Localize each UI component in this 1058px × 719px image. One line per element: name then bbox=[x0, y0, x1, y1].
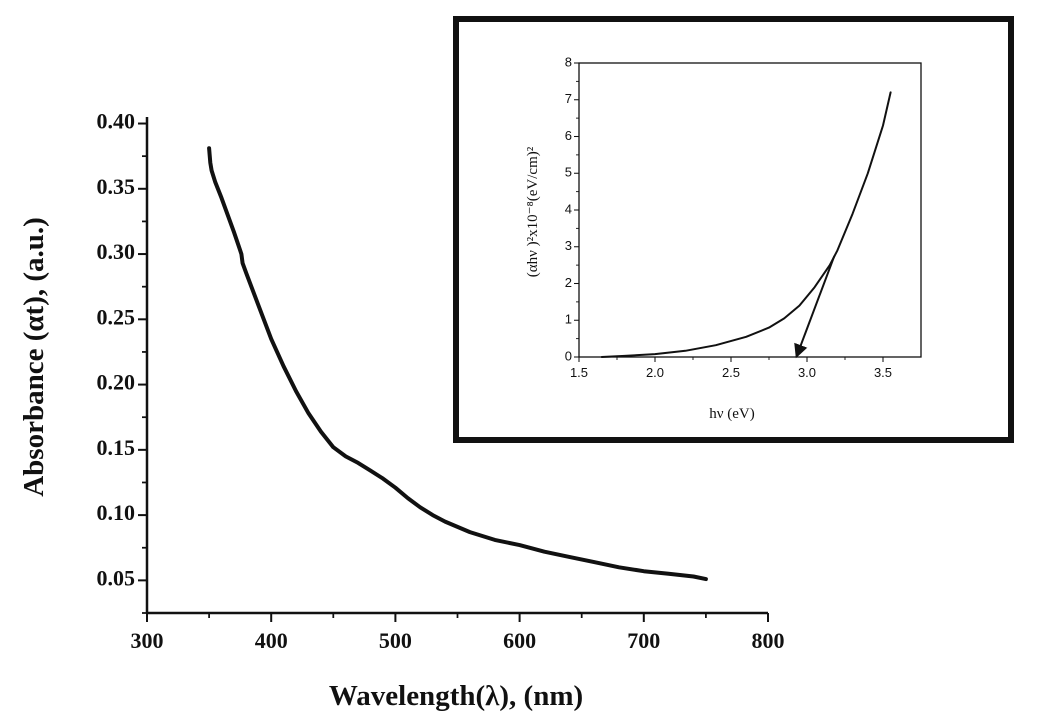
inset-x-tick-label: 3.0 bbox=[798, 365, 816, 380]
main-x-tick-label: 600 bbox=[503, 628, 536, 653]
main-y-tick-label: 0.10 bbox=[97, 500, 136, 525]
inset-series-line bbox=[600, 91, 892, 358]
main-ticks: 300 400 500 600 700 800 0.05 0.10 0.15 0.20 0.25 0.… bbox=[97, 109, 785, 653]
main-x-tick-label: 800 bbox=[752, 628, 785, 653]
inset-x-tick-label: 1.5 bbox=[570, 365, 588, 380]
main-y-tick-label: 0.25 bbox=[97, 304, 136, 329]
inset-x-tick-label: 2.5 bbox=[722, 365, 740, 380]
main-x-axis-label: Wavelength(λ), (nm) bbox=[329, 680, 583, 712]
inset-y-tick-label: 7 bbox=[565, 91, 572, 106]
main-y-tick-label: 0.20 bbox=[97, 370, 136, 395]
inset-x-tick-label: 2.0 bbox=[646, 365, 664, 380]
inset-y-tick-label: 3 bbox=[565, 238, 572, 253]
inset-y-tick-label: 8 bbox=[565, 54, 572, 69]
inset-chart: 1.5 2.0 2.5 3.0 3.5 0 1 2 3 4 5 6 7 8 hν (eV) (αhν )²… bbox=[453, 16, 1014, 443]
inset-y-axis-label: (αhν )²x10⁻⁸(eV/cm)² bbox=[525, 146, 541, 277]
main-x-tick-label: 300 bbox=[131, 628, 164, 653]
inset-y-tick-label: 1 bbox=[565, 312, 572, 327]
inset-y-tick-label: 2 bbox=[565, 275, 572, 290]
main-y-axis-label: Absorbance (αt), (a.u.) bbox=[18, 217, 50, 497]
main-y-tick-label: 0.15 bbox=[97, 435, 136, 460]
main-y-tick-label: 0.30 bbox=[97, 239, 136, 264]
main-chart: 300 400 500 600 700 800 0.05 0.10 0.15 0.20 0.25 0.… bbox=[18, 109, 785, 712]
inset-y-tick-label: 4 bbox=[565, 201, 572, 216]
inset-y-tick-label: 0 bbox=[565, 348, 572, 363]
tangent-arrow bbox=[794, 255, 836, 359]
main-x-tick-label: 400 bbox=[255, 628, 288, 653]
main-x-tick-label: 500 bbox=[379, 628, 412, 653]
inset-annotation bbox=[794, 255, 836, 359]
main-y-tick-label: 0.40 bbox=[97, 109, 136, 134]
main-series-line bbox=[207, 146, 708, 582]
inset-x-tick-label: 3.5 bbox=[874, 365, 892, 380]
inset-x-axis-label: hν (eV) bbox=[709, 406, 755, 422]
main-y-tick-label: 0.35 bbox=[97, 174, 136, 199]
inset-frame bbox=[453, 16, 1014, 443]
main-series bbox=[207, 146, 708, 582]
inset-y-tick-label: 5 bbox=[565, 165, 572, 180]
main-x-tick-label: 700 bbox=[627, 628, 660, 653]
main-y-tick-label: 0.05 bbox=[97, 565, 136, 590]
inset-y-tick-label: 6 bbox=[565, 128, 572, 143]
inset-ticks: 1.5 2.0 2.5 3.0 3.5 0 1 2 3 4 5 6 7 8 bbox=[565, 54, 892, 380]
inset-series bbox=[600, 91, 892, 358]
